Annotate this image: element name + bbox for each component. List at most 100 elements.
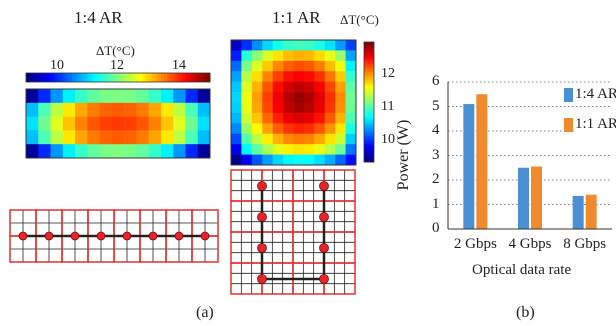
heatmap-cell	[335, 112, 346, 124]
colorbar-segment	[182, 73, 186, 82]
heatmap-cell	[62, 102, 76, 117]
bar-1-4-ar-2-gbps	[463, 104, 475, 229]
heatmap-cell	[272, 71, 284, 82]
heatmap-cell	[335, 81, 346, 93]
heatmap-cell	[99, 130, 113, 145]
heatmap-cell	[50, 89, 64, 104]
heatmap-cell	[272, 154, 284, 166]
router-node	[257, 243, 267, 253]
heatmap-cell	[335, 133, 346, 145]
router-node	[257, 181, 267, 191]
colorbar-segment	[364, 144, 374, 147]
heatmap-cell	[324, 81, 336, 93]
heatmap-1-1-ar	[230, 39, 357, 166]
heatmap-cell	[136, 116, 149, 131]
colorbar-segment	[81, 73, 85, 82]
title-1-4-ar: 1:4 AR	[74, 8, 123, 27]
colorbar-segment	[139, 73, 143, 82]
heatmap-cell	[185, 144, 199, 159]
heatmap-cell	[272, 60, 284, 72]
router-node	[257, 212, 267, 222]
heatmap-cell	[303, 154, 315, 166]
colorbar-segment	[364, 66, 374, 69]
heatmap-cell	[303, 133, 315, 145]
x-tick-label: 8 Gbps	[563, 236, 607, 252]
colorbar-segment	[364, 48, 374, 51]
colorbar-1-1-ar-tick: 11	[381, 99, 395, 114]
heatmap-cell	[197, 130, 211, 145]
heatmap-cell	[293, 144, 305, 155]
heatmap-cell	[87, 89, 100, 104]
heatmap-cell	[283, 112, 294, 124]
heatmap-cell	[324, 60, 336, 72]
heatmap-cell	[50, 130, 64, 145]
colorbar-segment	[173, 73, 177, 82]
colorbar-segment	[364, 42, 374, 45]
heatmap-cell	[124, 144, 137, 159]
colorbar-segment	[200, 73, 205, 82]
colorbar-segment	[364, 56, 374, 59]
heatmap-cell	[345, 50, 357, 62]
heatmap-cell	[38, 102, 51, 117]
colorbar-segment	[114, 73, 119, 82]
colorbar-segment	[364, 128, 374, 131]
colorbar-segment	[90, 73, 94, 82]
router-node	[257, 274, 267, 284]
heatmap-cell	[251, 123, 263, 135]
router-node	[148, 231, 158, 241]
heatmap-cell	[241, 40, 253, 51]
heatmap-cell	[293, 102, 305, 114]
heatmap-cell	[303, 102, 315, 114]
colorbar-segment	[364, 110, 374, 113]
colorbar-segment	[47, 73, 51, 82]
heatmap-cell	[185, 102, 199, 117]
heatmap-cell	[262, 112, 273, 124]
heatmap-cell	[335, 102, 346, 114]
colorbar-segment	[364, 62, 374, 65]
heatmap-cell	[251, 50, 263, 62]
heatmap-cell	[283, 123, 294, 135]
colorbar-segment	[364, 102, 374, 105]
heatmap-cell	[231, 92, 242, 103]
heatmap-cell	[38, 116, 51, 131]
colorbar-segment	[154, 73, 159, 82]
colorbar-1-4-ar	[25, 72, 211, 83]
bar-1-1-ar-8-gbps	[585, 194, 597, 229]
heatmap-cell	[124, 102, 137, 117]
heatmap-cell	[251, 144, 263, 155]
heatmap-cell	[241, 92, 253, 103]
colorbar-segment	[176, 73, 180, 82]
heatmap-cell	[62, 144, 76, 159]
heatmap-cell	[283, 154, 294, 166]
heatmap-cell	[148, 130, 162, 145]
heatmap-cell	[241, 81, 253, 93]
colorbar-segment	[364, 104, 374, 107]
colorbar-segment	[364, 74, 374, 77]
heatmap-cell	[262, 144, 273, 155]
colorbar-1-4-ar-label: ΔT(°C)	[96, 43, 135, 58]
colorbar-segment	[194, 73, 199, 82]
heatmap-cell	[99, 89, 113, 104]
heatmap-cell	[272, 112, 284, 124]
heatmap-cell	[160, 116, 174, 131]
router-node	[70, 231, 80, 241]
y-tick-label: 1	[432, 195, 440, 212]
heatmap-cell	[345, 154, 357, 166]
heatmap-cell	[335, 92, 346, 103]
colorbar-segment	[364, 90, 374, 93]
heatmap-cell	[136, 89, 149, 104]
heatmap-cell	[272, 81, 284, 93]
heatmap-cell	[124, 130, 137, 145]
heatmap-cell	[283, 60, 294, 72]
colorbar-segment	[364, 80, 374, 83]
heatmap-cell	[99, 144, 113, 159]
colorbar-segment	[364, 106, 374, 109]
colorbar-segment	[203, 73, 208, 82]
heatmap-cell	[148, 144, 162, 159]
heatmap-cell	[87, 130, 100, 145]
colorbar-segment	[108, 73, 113, 82]
colorbar-segment	[167, 73, 171, 82]
heatmap-cell	[314, 154, 326, 166]
heatmap-cell	[314, 71, 326, 82]
heatmap-cell	[345, 81, 357, 93]
